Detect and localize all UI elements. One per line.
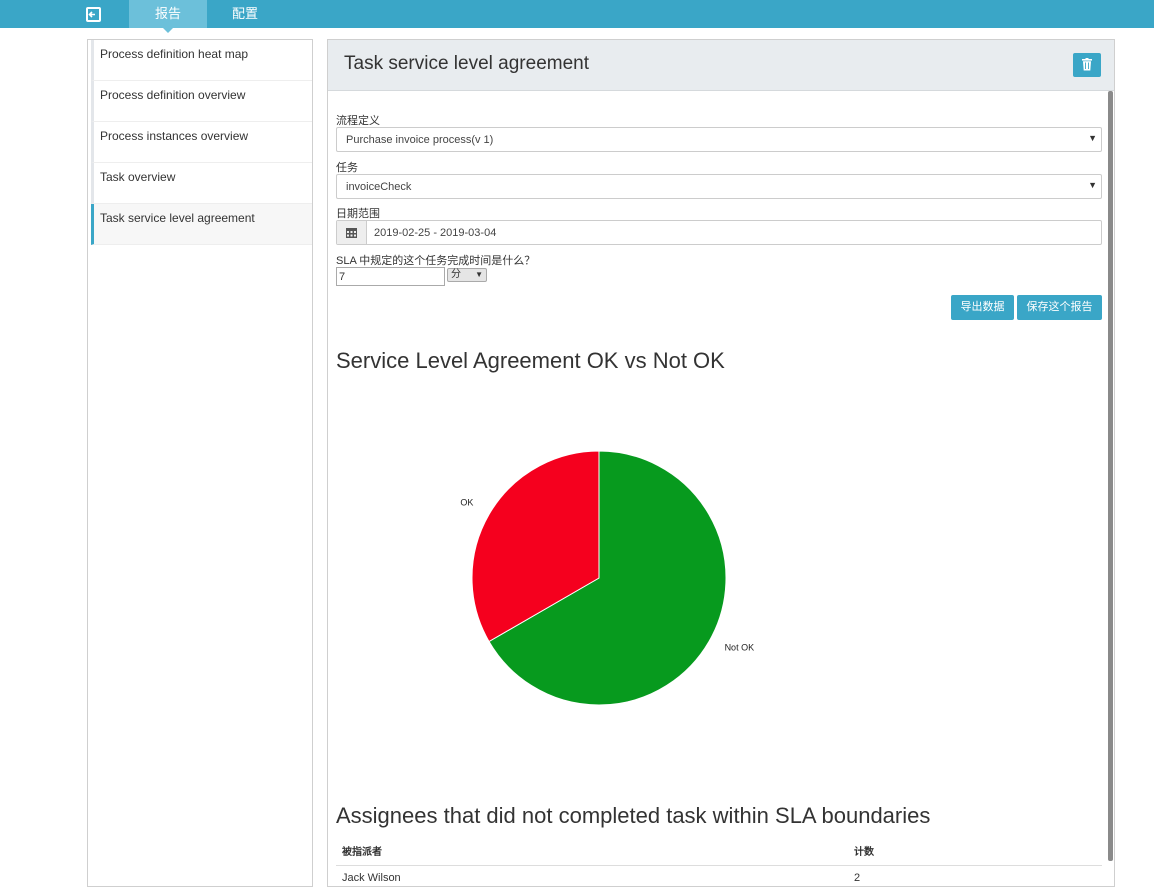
table-row: Jack Wilson 2 — [336, 865, 1102, 886]
sla-unit-select[interactable]: 分 ▼ — [447, 268, 487, 282]
delete-report-button[interactable] — [1073, 53, 1101, 77]
count-cell: 2 — [848, 865, 1102, 886]
sidebar-item-label: Process definition heat map — [100, 47, 249, 61]
task-select[interactable]: invoiceCheck ▼ — [336, 174, 1102, 199]
date-range-field[interactable]: 2019-02-25 - 2019-03-04 — [336, 220, 1102, 245]
sidebar-item-instances-overview[interactable]: Process instances overview — [91, 122, 312, 163]
sidebar-item-definition-overview[interactable]: Process definition overview — [91, 81, 312, 122]
pie-label-ok: OK — [460, 498, 473, 508]
process-definition-label: 流程定义 — [336, 115, 380, 127]
report-sidebar: Process definition heat map Process defi… — [87, 39, 313, 887]
sidebar-item-label: Task service level agreement — [100, 211, 255, 225]
table-header-row: 被指派者 计数 — [336, 837, 1102, 866]
process-definition-value: Purchase invoice process(v 1) — [346, 134, 494, 146]
task-value: invoiceCheck — [346, 181, 412, 193]
page-title: Task service level agreement — [344, 53, 589, 74]
caret-down-icon: ▼ — [475, 270, 483, 279]
sla-unit-value: 分 — [451, 269, 461, 280]
process-definition-select[interactable]: Purchase invoice process(v 1) ▼ — [336, 127, 1102, 152]
caret-down-icon: ▼ — [1088, 133, 1097, 143]
save-report-button[interactable]: 保存这个报告 — [1017, 295, 1102, 320]
sla-question-label: SLA 中规定的这个任务完成时间是什么？ — [336, 255, 536, 267]
sidebar-item-label: Process instances overview — [100, 129, 249, 143]
task-label: 任务 — [336, 162, 358, 174]
tab-config[interactable]: 配置 — [231, 6, 258, 21]
panel-header: Task service level agreement — [328, 40, 1114, 91]
report-panel: Task service level agreement 流程定义 Purcha… — [327, 39, 1115, 887]
sidebar-item-label: Task overview — [100, 170, 176, 184]
caret-down-icon: ▼ — [1088, 180, 1097, 190]
column-header-assignee: 被指派者 — [336, 837, 848, 866]
date-range-label: 日期范围 — [336, 208, 380, 220]
trash-icon — [1082, 58, 1092, 71]
assignees-table: 被指派者 计数 Jack Wilson 2 — [336, 837, 1102, 886]
column-header-count: 计数 — [848, 837, 1102, 866]
calendar-icon[interactable] — [337, 221, 367, 244]
chart-title: Service Level Agreement OK vs Not OK — [336, 348, 725, 373]
sidebar-item-task-overview[interactable]: Task overview — [91, 163, 312, 204]
logout-icon[interactable] — [86, 7, 101, 22]
top-navbar: 报告 配置 — [0, 0, 1154, 33]
sla-duration-input[interactable]: 7 — [336, 267, 445, 286]
pie-slice-ok[interactable] — [471, 450, 600, 643]
pie-slice-not-ok[interactable] — [488, 450, 727, 706]
tab-reports[interactable]: 报告 — [129, 0, 207, 33]
sidebar-item-label: Process definition overview — [100, 88, 246, 102]
date-range-value: 2019-02-25 - 2019-03-04 — [374, 227, 497, 239]
pie-label-not-ok: Not OK — [725, 643, 755, 653]
assignee-cell: Jack Wilson — [336, 865, 848, 886]
sidebar-item-heat-map[interactable]: Process definition heat map — [91, 40, 312, 81]
scrollbar[interactable] — [1108, 91, 1113, 861]
table-title: Assignees that did not completed task wi… — [336, 803, 931, 828]
export-data-button[interactable]: 导出数据 — [951, 295, 1014, 320]
sla-pie-chart: Not OK OK — [460, 450, 755, 706]
sidebar-item-task-sla[interactable]: Task service level agreement — [91, 204, 312, 245]
